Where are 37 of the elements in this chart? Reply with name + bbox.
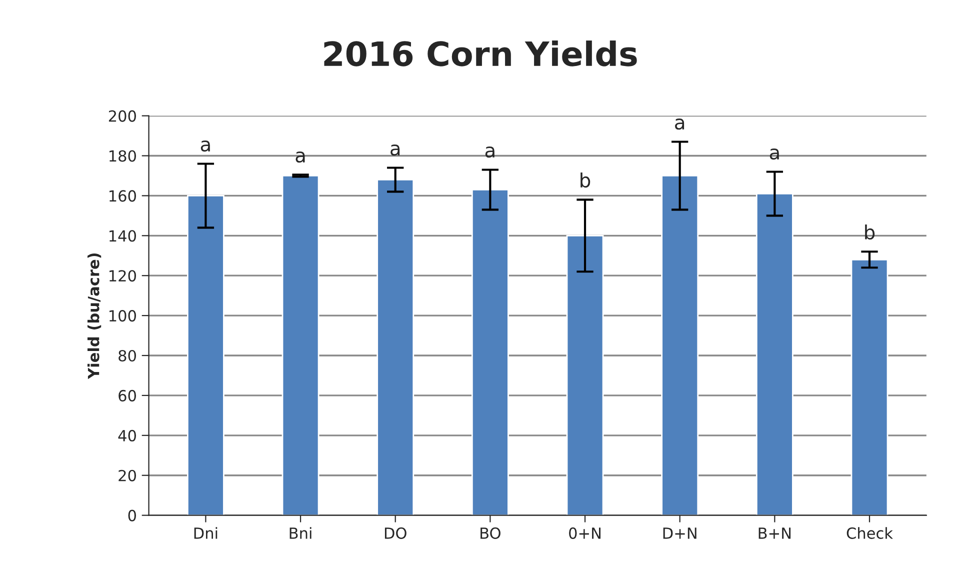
- y-tick-label: 100: [110, 310, 136, 322]
- annotation: b: [865, 224, 875, 240]
- y-tick-label: 20: [118, 470, 136, 482]
- y-tick-label: 140: [110, 230, 136, 242]
- y-tick-label: 60: [118, 390, 136, 402]
- bar: [661, 175, 699, 516]
- annotation: a: [200, 140, 210, 152]
- x-tick-label: Dni: [194, 527, 218, 539]
- y-tick-label: 180: [110, 150, 136, 162]
- x-tick-label: Bni: [290, 527, 312, 539]
- y-tick-label: 160: [110, 190, 136, 202]
- bar: [282, 175, 320, 516]
- bar: [566, 234, 604, 516]
- y-tick-label: 200: [108, 110, 136, 122]
- annotation: b: [580, 172, 590, 188]
- x-tick-label: 0+N: [569, 527, 600, 539]
- annotation: a: [675, 118, 684, 130]
- bar: [186, 195, 224, 516]
- x-tick-label: BO: [480, 527, 500, 539]
- x-tick-label: D+N: [663, 528, 696, 539]
- annotation: a: [296, 151, 305, 163]
- y-tick-label: 120: [110, 270, 136, 282]
- bar: [471, 189, 509, 516]
- y-axis-title: Yield (bu/acre): [87, 253, 102, 380]
- annotation: a: [770, 148, 779, 160]
- bar: [376, 179, 414, 516]
- bar: [850, 258, 888, 516]
- y-tick-label: 40: [118, 430, 136, 442]
- x-tick-label: Check: [846, 527, 893, 539]
- x-tick-label: B+N: [758, 528, 791, 539]
- bar: [756, 193, 794, 516]
- chart-title: 2016 Corn Yields: [324, 40, 637, 66]
- y-tick-label: 80: [118, 350, 136, 362]
- annotation: a: [390, 144, 400, 156]
- annotation: a: [485, 146, 494, 158]
- y-tick-label: 0: [128, 510, 136, 522]
- x-tick-label: DO: [384, 527, 406, 539]
